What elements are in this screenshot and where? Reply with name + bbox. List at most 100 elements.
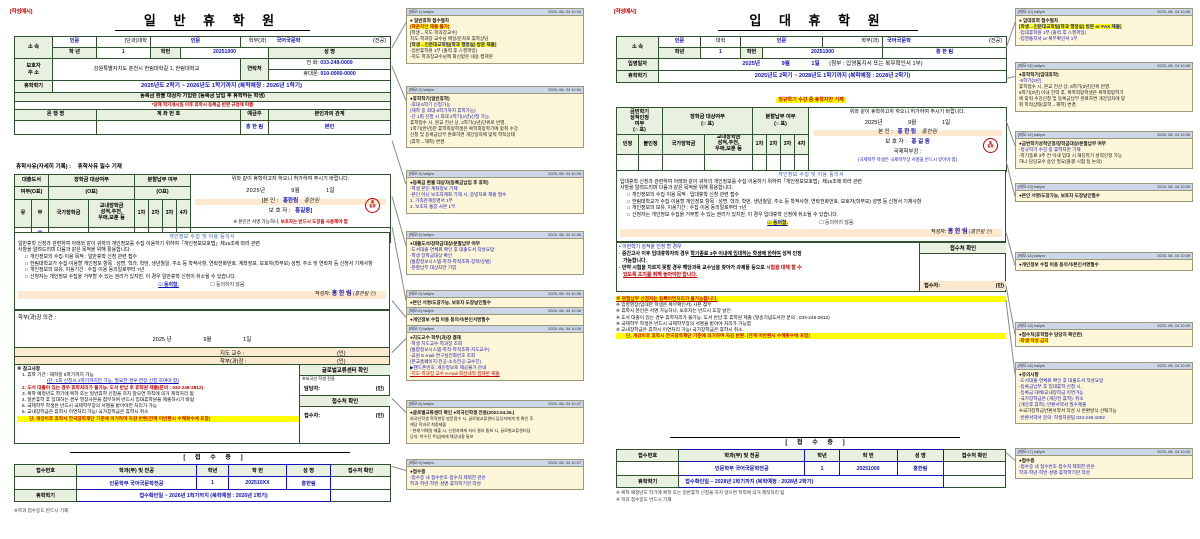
bank-account-input[interactable] — [95, 120, 242, 135]
receipt-val-major: 인문학부 국어국문학전공 — [76, 476, 197, 490]
comment-card[interactable]: [메모:2] hallym 2025- 08- 04 10:34 ●휴학학기(일반휴… — [406, 86, 584, 149]
right-grade-note-container: • 이번학기 성적을 인정 할 경우 · 중간고사 이후 입대휴학자의 경우 학… — [616, 242, 1006, 292]
comment-line-text: 휴학접수 시, 본교 전산 상, 2학기(1년)단위로 반영. — [410, 120, 506, 126]
inst1-input[interactable] — [752, 153, 768, 172]
comment-timestamp: 2025- 08- 04 10:37 — [548, 460, 581, 466]
dept-head-label: 학부(과)장 : — [220, 359, 247, 366]
grade-accept-input[interactable] — [616, 153, 639, 172]
inst4-input[interactable] — [794, 153, 810, 172]
receipt-val-no[interactable] — [615, 461, 680, 476]
receipt-col-no: 접수번호 — [615, 449, 680, 462]
consent-agree-checkbox[interactable]: ☑ 동의함. — [158, 282, 179, 288]
grade-note-l3a: · 만약 시험을 치르지 못할 경우 해당과목 교수님을 찾아가 과제물 등으로 — [619, 266, 765, 272]
comment-card[interactable]: [메모:3] hallym 2025- 08- 04 10:35 ●등록금 환불 대… — [406, 170, 584, 214]
comment-line: 하나 담당교수 승인 필요(출결·시험 등 논의) — [1019, 159, 1189, 165]
consent-writer-label: 작성자: — [931, 229, 947, 236]
comment-card[interactable]: [메모:7] hallym 2025- 08- 04 10:36 ●지도교수·학부(… — [406, 325, 584, 381]
dept-head-seal[interactable]: (인) — [337, 359, 346, 366]
opinion-date-month: 9월 — [203, 337, 212, 343]
right-form-title: 입 대 휴 학 원 — [718, 10, 918, 31]
installment-label-1: 분할납부 여부 — [134, 173, 192, 188]
comment-author: [메모:4] hallym — [409, 232, 434, 238]
consent-choice-row: ☑ 동의함. ☐ 동의하지 않음. — [620, 220, 1002, 227]
national-scholarship-input[interactable] — [662, 153, 705, 172]
receipt-val-confirm[interactable] — [330, 476, 391, 490]
comment-card[interactable]: [메모:11] hallym 2025- 08- 04 10:38 ●휴학학기(입대… — [1015, 62, 1193, 112]
comment-line: 6학기(3년) 이내 전역 후, 복학희망학생은 복학희망학기 — [1019, 90, 1189, 96]
note-line: 4. 일반휴학 후 입대하는 경우 영장사본을 첨부하여 반드시 입대휴학원을 … — [22, 397, 195, 403]
comment-card[interactable]: [메모:4] hallym 2025- 08- 04 10:36 ●대출도서/장학금… — [406, 231, 584, 275]
comment-card[interactable]: [메모:8] hallym 2025- 08- 04 10:37 ●글로벌교류센터 … — [406, 400, 584, 444]
comment-line-text: [학생→인문대교학팀(학과 행정실) 방문 제출] — [410, 42, 497, 48]
example-label-right: [작성예시] — [614, 9, 637, 15]
comment-line: ●유의사항 — [1019, 372, 1189, 378]
bank-holder-value: 홍 한 림 — [240, 120, 270, 135]
bank-name-input[interactable] — [14, 120, 97, 135]
comment-body: ●본인 서명/도장가능, 보호자 도장날인필수 — [407, 298, 583, 308]
loan-no: 무 — [31, 198, 49, 228]
comment-line-text: -지도·학과장교수님께 회신받은 내용 캡쳐본 — [410, 54, 493, 60]
guardian-stamp: 홍 길동 — [983, 137, 999, 153]
signature-note-red: 보호자는 반드시 도장을 사용해야 함 — [280, 218, 348, 224]
comment-body: ●유의사항 -도서대출·연체료 확인 후 대출도서 작성요망 -등록금납부 후 입대… — [1016, 370, 1192, 423]
internal-scholarship-input[interactable] — [703, 153, 754, 172]
consent-item: 개인정보의 수집·이용 목적 : 입대휴학 신청 관련 접수 — [627, 193, 1002, 199]
note-line: ※ 교내장학금은 휴학시 이연처리 가능/ 국가장학금은 휴학시 취소. — [616, 327, 744, 333]
comment-card[interactable]: [메모:5] hallym 2025- 08- 04 10:36 ●본인 서명/도장… — [406, 290, 584, 310]
consent-disagree-checkbox[interactable]: ☐ 동의하지 않음. — [819, 220, 855, 226]
comment-line: -등록금납부 후 입대휴학 신청 시, — [1019, 384, 1189, 390]
loan-book-label-2: 여부(O표) — [14, 186, 49, 200]
comment-card[interactable]: [메모:14] hallym 2025- 08- 04 10:39 ●개인정보 수집… — [1015, 252, 1193, 272]
installment-4: 4차 — [176, 198, 192, 228]
comment-card[interactable]: [메모:9] hallym 2025- 08- 04 10:37 ●접수증 -접수증 … — [406, 459, 584, 491]
comment-line: ●접수처(휴학접수 담당자 확인란) — [1019, 332, 1189, 338]
grade-note-l1a: · 중간고사 이후 입대휴학자의 경우 — [619, 252, 690, 258]
receipt-val-confirm[interactable] — [942, 461, 1007, 476]
semester-value: 2025년도 2학기 ~ 2026년도 1학기까지 (복학예정 : 2026년 … — [51, 80, 392, 93]
consent-disagree-checkbox[interactable]: ☐ 동의하지 않음. — [210, 282, 246, 288]
inst3-input[interactable] — [780, 153, 796, 172]
comment-card[interactable]: [메모:16] hallym 2025- 08- 04 10:39 ●유의사항 -도서… — [1015, 362, 1193, 425]
receiver-seal[interactable]: (인) — [995, 283, 1004, 289]
receipt-val-name: 홍한림 — [896, 461, 944, 476]
comment-author: [메모:2] hallym — [409, 87, 434, 93]
note-line: (단, 1회 신청시 2학기까지만 가능, 필요한 경우 연장 신청 하여야 함… — [47, 378, 179, 384]
receipt-sem-value: 접수확인일 – 2028년 1학기까지 (복학예정 : 2028년 2학기) — [678, 475, 944, 488]
comment-card[interactable]: [메모:15] hallym 2025- 08- 04 10:39 ●접수처(휴학접… — [1015, 322, 1193, 348]
global-staff-seal[interactable]: (인) — [375, 386, 384, 392]
guardian-stamp: 홍 길동 — [365, 197, 381, 213]
comment-body: ●접수증 -접수증 내 접수번호·접수처 제외한 란은 학과·학년·학번·성명·휴학… — [407, 467, 583, 489]
comment-line: -학생 본인 계좌정보 기재 — [410, 186, 580, 192]
comment-card[interactable]: [메모:1] hallym 2025- 08- 04 10:34 ● 일반휴학 접수… — [406, 8, 584, 64]
receipt-val-no[interactable] — [14, 476, 77, 490]
comment-card[interactable]: [메모:10] hallym 2025- 08- 04 10:38 ● 입대휴학 접… — [1015, 8, 1193, 46]
advisor-prof-row: 지도 교수 : (인) — [15, 347, 389, 357]
receipt-col-no: 접수번호 — [14, 464, 77, 477]
comment-body: ●접수증 -접수증 내 접수번호·접수처 제외한 란은 학과·학년·학번·성명·휴학… — [1016, 456, 1192, 478]
comment-line: 학과·학년·학번·성명·휴학학기란 작성 — [1019, 470, 1189, 476]
advisor-prof-seal[interactable]: (인) — [337, 350, 346, 357]
comment-card[interactable]: [메모:12] hallym 2025- 08- 04 10:38 ●금번학기성적인… — [1015, 131, 1193, 169]
comment-timestamp: 2025- 08- 04 10:39 — [1157, 253, 1190, 259]
grade-reject-input[interactable] — [638, 153, 663, 172]
global-center-title: 글로벌교류센터 확인 — [300, 365, 390, 376]
inst2-input[interactable] — [766, 153, 782, 172]
signature-note: ※ 본인은 서명 가능하나, 보호자는 반드시 도장을 사용해야 함 — [195, 218, 386, 225]
comment-card[interactable]: [메모:13] hallym 2025- 08- 04 10:39 ●본인 서명/도… — [1015, 183, 1193, 203]
comment-header: [메모:8] hallym 2025- 08- 04 10:37 — [407, 401, 583, 409]
comment-header: [메모:4] hallym 2025- 08- 04 10:36 — [407, 232, 583, 240]
sid-value: 20251000 — [179, 47, 270, 59]
consent-intro-1: 일반휴학 신청과 관련하여 아래와 같이 귀하의 개인정보를 수집·이용하기 위… — [18, 241, 260, 247]
comment-card[interactable]: [메모:17] hallym 2025- 08- 04 10:40 ●접수증 -접수증… — [1015, 448, 1193, 480]
comment-line: [학생→인문대교학팀(학과 행정실) 방문 제출] — [410, 42, 580, 48]
consent-agree-checkbox[interactable]: ☑ 동의함. — [767, 220, 788, 226]
comment-line-text: ·국가장학금은 (개강전 휴학): 취소 — [1019, 396, 1084, 402]
receiver-seal[interactable]: (인) — [375, 413, 384, 419]
note-line: 2. 도서 대출이 있는 경우 휴학처리가 불가능. 도서 반납 후 휴학원 제… — [22, 384, 204, 390]
comment-card[interactable]: [메모:6] hallym 2025- 08- 04 10:36 ●개인정보 수집 … — [406, 307, 584, 327]
comment-line: 1. 가족관계증명서 1부 — [410, 198, 580, 204]
consent-item: 신청자는 개인정보 수집을 거부할 수 있는 권리가 있지만, 이 경우 입대휴… — [627, 213, 1002, 219]
receipt-col-year: 학년 — [804, 449, 840, 462]
request-date-year: 2025년 — [246, 188, 266, 195]
comment-line-text: ●금번학기성적인정/장학금대상/분할납부 여부 — [1019, 140, 1106, 146]
